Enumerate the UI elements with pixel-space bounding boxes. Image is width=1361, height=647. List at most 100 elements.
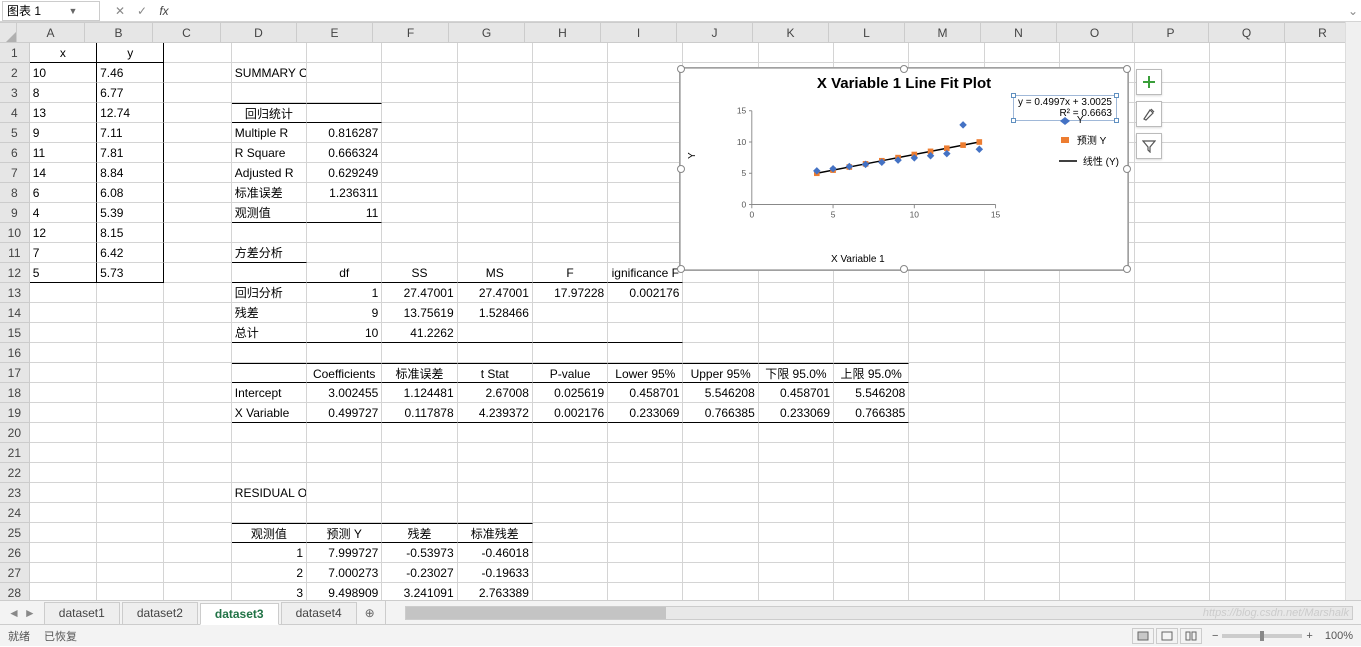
cell[interactable]	[164, 563, 231, 583]
resize-handle[interactable]	[900, 65, 908, 73]
cell[interactable]: 方差分析	[232, 243, 307, 263]
formula-input[interactable]	[174, 1, 1345, 21]
cell[interactable]: 14	[30, 163, 97, 183]
scrollbar-thumb[interactable]	[406, 607, 666, 619]
cell[interactable]	[909, 383, 984, 403]
view-page-break-button[interactable]	[1180, 628, 1202, 644]
cell[interactable]	[533, 543, 608, 563]
cell[interactable]	[382, 203, 457, 223]
column-header[interactable]: B	[85, 23, 153, 42]
column-header[interactable]: A	[17, 23, 85, 42]
row-header[interactable]: 28	[0, 583, 30, 600]
cell[interactable]	[1210, 183, 1285, 203]
cell[interactable]	[1135, 323, 1210, 343]
cell[interactable]	[1210, 543, 1285, 563]
cell[interactable]: 0.117878	[382, 403, 457, 423]
cell[interactable]	[164, 523, 231, 543]
cell[interactable]	[458, 103, 533, 123]
column-header[interactable]: O	[1057, 23, 1133, 42]
cell[interactable]	[232, 83, 307, 103]
cell[interactable]	[985, 43, 1060, 63]
column-header[interactable]: D	[221, 23, 297, 42]
cell[interactable]	[458, 63, 533, 83]
cell[interactable]	[909, 503, 984, 523]
cell[interactable]	[533, 123, 608, 143]
cell[interactable]: 2.67008	[458, 383, 533, 403]
name-box[interactable]: 图表 1 ▼	[2, 1, 100, 21]
cell[interactable]: 0.458701	[608, 383, 683, 403]
cell[interactable]	[1135, 243, 1210, 263]
cell[interactable]	[985, 503, 1060, 523]
cell[interactable]	[985, 383, 1060, 403]
cell[interactable]: 回归分析	[232, 283, 307, 303]
cell[interactable]	[232, 503, 307, 523]
cell[interactable]	[608, 463, 683, 483]
cell[interactable]	[608, 143, 683, 163]
formula-expand-icon[interactable]: ⌄	[1345, 4, 1361, 18]
cell[interactable]	[533, 63, 608, 83]
cell[interactable]	[164, 203, 231, 223]
cell[interactable]	[759, 483, 834, 503]
cell[interactable]	[97, 463, 164, 483]
cell[interactable]	[97, 303, 164, 323]
cell[interactable]	[834, 423, 909, 443]
cell[interactable]: -0.19633	[458, 563, 533, 583]
chart-elements-button[interactable]	[1136, 69, 1162, 95]
cell[interactable]	[30, 363, 97, 383]
row-header[interactable]: 5	[0, 123, 30, 143]
cell[interactable]	[533, 343, 608, 363]
cell[interactable]	[683, 303, 758, 323]
cell[interactable]	[97, 503, 164, 523]
cell[interactable]	[608, 583, 683, 600]
cell[interactable]	[1210, 423, 1285, 443]
cell[interactable]	[909, 363, 984, 383]
cell[interactable]	[164, 43, 231, 63]
column-header[interactable]: F	[373, 23, 449, 42]
cell[interactable]	[608, 543, 683, 563]
cell[interactable]	[759, 503, 834, 523]
cell[interactable]: 回归统计	[232, 103, 307, 123]
cell[interactable]	[1210, 343, 1285, 363]
cell[interactable]	[834, 503, 909, 523]
cell[interactable]	[164, 363, 231, 383]
cell[interactable]: 7.81	[97, 143, 164, 163]
cell[interactable]	[1060, 503, 1135, 523]
cell[interactable]: RESIDUAL OUTPUT	[232, 483, 307, 503]
cell[interactable]	[533, 503, 608, 523]
cell[interactable]	[834, 563, 909, 583]
cell[interactable]	[1210, 383, 1285, 403]
cell[interactable]	[683, 523, 758, 543]
cell[interactable]	[382, 223, 457, 243]
cell[interactable]	[834, 343, 909, 363]
resize-handle[interactable]	[1123, 165, 1131, 173]
cell[interactable]	[382, 143, 457, 163]
cell[interactable]: SS	[382, 263, 457, 283]
cell[interactable]	[608, 323, 683, 343]
cell[interactable]	[759, 543, 834, 563]
column-header[interactable]: N	[981, 23, 1057, 42]
sheet-tab[interactable]: dataset1	[44, 602, 120, 624]
cell[interactable]: 8	[30, 83, 97, 103]
cell[interactable]: Lower 95%	[608, 363, 683, 383]
row-header[interactable]: 9	[0, 203, 30, 223]
cell[interactable]	[30, 383, 97, 403]
cell[interactable]	[985, 523, 1060, 543]
cell[interactable]: 13	[30, 103, 97, 123]
row-header[interactable]: 14	[0, 303, 30, 323]
cell[interactable]	[1135, 483, 1210, 503]
cell[interactable]	[985, 583, 1060, 600]
cell[interactable]	[164, 143, 231, 163]
cell[interactable]: 0.816287	[307, 123, 382, 143]
add-sheet-button[interactable]: ⊕	[359, 606, 381, 620]
cell[interactable]: 标准误差	[382, 363, 457, 383]
cell[interactable]: 标准残差	[458, 523, 533, 543]
cell[interactable]	[97, 423, 164, 443]
cell[interactable]	[909, 443, 984, 463]
cell[interactable]: 9.498909	[307, 583, 382, 600]
row-header[interactable]: 24	[0, 503, 30, 523]
row-header[interactable]: 10	[0, 223, 30, 243]
cell[interactable]	[458, 463, 533, 483]
cell[interactable]	[533, 563, 608, 583]
cell[interactable]	[164, 503, 231, 523]
cell[interactable]	[1210, 443, 1285, 463]
